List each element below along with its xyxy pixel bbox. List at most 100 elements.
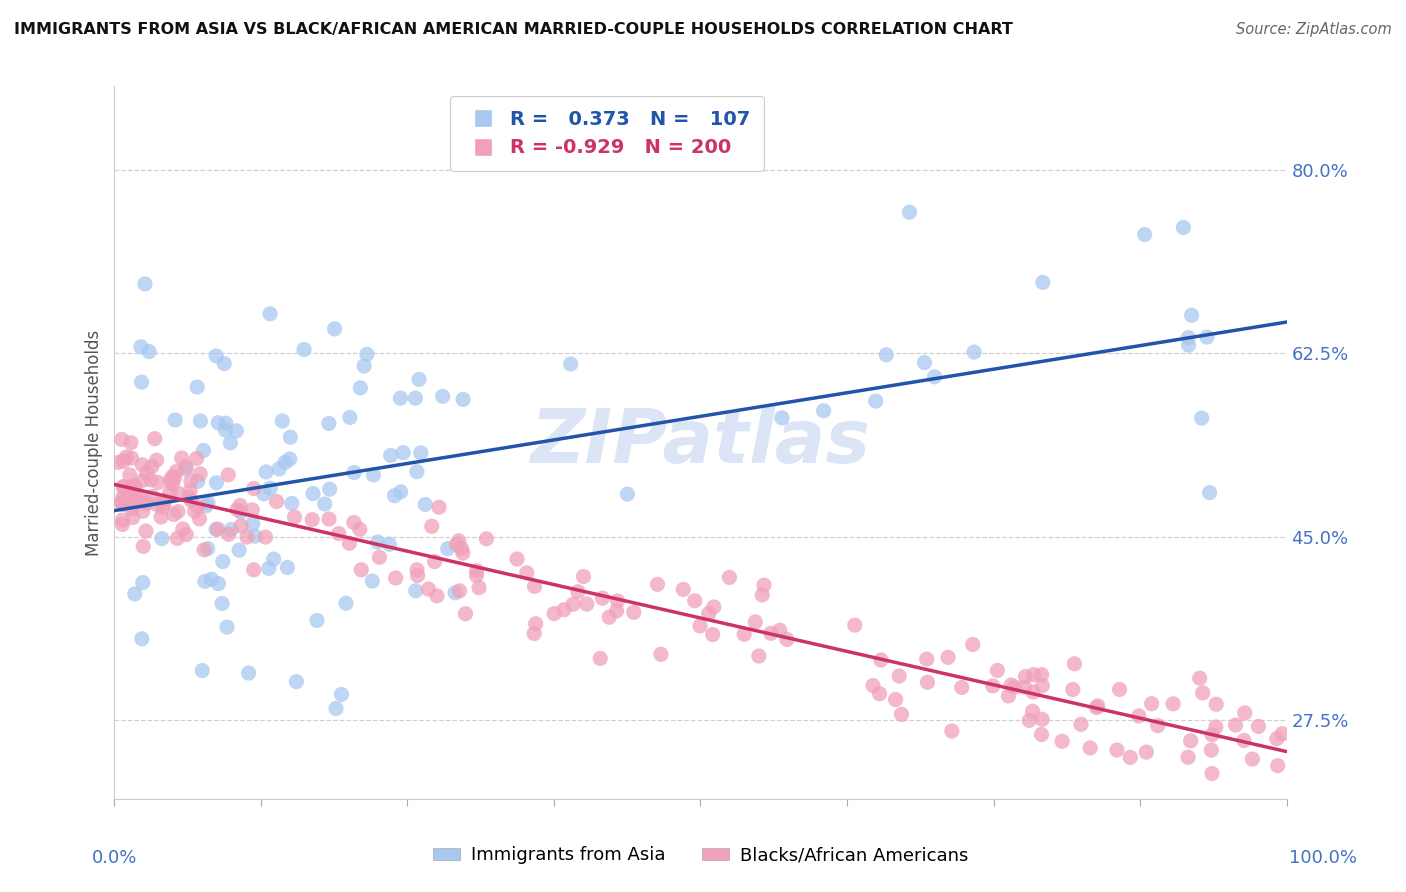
Point: [259, 307, 281, 321]
Point: [1105, 743, 1128, 757]
Point: [242, 563, 264, 577]
Point: [112, 489, 135, 503]
Point: [280, 496, 302, 510]
Point: [132, 504, 155, 518]
Point: [1233, 706, 1256, 720]
Y-axis label: Married-couple Households: Married-couple Households: [86, 329, 103, 556]
Point: [186, 451, 208, 466]
Point: [689, 619, 711, 633]
Point: [240, 503, 263, 517]
Legend: Immigrants from Asia, Blacks/African Americans: Immigrants from Asia, Blacks/African Ame…: [426, 839, 976, 871]
Text: 100.0%: 100.0%: [1289, 849, 1357, 867]
Point: [1050, 734, 1073, 748]
Point: [214, 423, 236, 437]
Point: [207, 416, 229, 430]
Point: [226, 502, 249, 516]
Point: [343, 516, 366, 530]
Point: [1063, 657, 1085, 671]
Point: [243, 482, 266, 496]
Point: [718, 570, 741, 584]
Point: [121, 488, 143, 502]
Point: [616, 487, 638, 501]
Point: [941, 724, 963, 739]
Point: [1173, 220, 1195, 235]
Point: [170, 450, 193, 465]
Point: [205, 349, 228, 363]
Point: [301, 513, 323, 527]
Point: [1205, 698, 1227, 712]
Point: [153, 497, 176, 511]
Point: [243, 529, 266, 543]
Point: [751, 588, 773, 602]
Point: [143, 432, 166, 446]
Point: [606, 594, 628, 608]
Point: [997, 689, 1019, 703]
Point: [1201, 743, 1223, 757]
Point: [242, 516, 264, 531]
Point: [1014, 680, 1036, 694]
Point: [553, 603, 575, 617]
Point: [215, 620, 238, 634]
Point: [267, 462, 290, 476]
Point: [1014, 669, 1036, 683]
Point: [172, 522, 194, 536]
Point: [135, 495, 157, 509]
Point: [392, 445, 415, 459]
Point: [936, 650, 959, 665]
Point: [174, 459, 197, 474]
Point: [368, 550, 391, 565]
Point: [1032, 276, 1054, 290]
Point: [135, 466, 157, 480]
Point: [413, 498, 436, 512]
Point: [389, 391, 412, 405]
Point: [193, 443, 215, 458]
Point: [524, 616, 547, 631]
Point: [436, 541, 458, 556]
Point: [112, 497, 135, 511]
Point: [361, 574, 384, 588]
Point: [337, 536, 360, 550]
Point: [111, 517, 134, 532]
Point: [1031, 712, 1053, 726]
Point: [124, 587, 146, 601]
Point: [135, 497, 157, 511]
Point: [598, 610, 620, 624]
Point: [465, 564, 488, 578]
Point: [134, 277, 156, 291]
Point: [506, 552, 529, 566]
Point: [1191, 686, 1213, 700]
Point: [1031, 667, 1053, 681]
Point: [141, 459, 163, 474]
Point: [132, 575, 155, 590]
Point: [302, 486, 325, 500]
Point: [107, 455, 129, 469]
Point: [111, 513, 134, 527]
Point: [950, 681, 973, 695]
Point: [367, 535, 389, 549]
Point: [153, 493, 176, 508]
Point: [1031, 679, 1053, 693]
Point: [427, 500, 450, 515]
Point: [752, 578, 775, 592]
Point: [865, 394, 887, 409]
Point: [131, 458, 153, 472]
Point: [163, 471, 186, 485]
Point: [112, 480, 135, 494]
Point: [339, 410, 361, 425]
Point: [1265, 731, 1288, 746]
Point: [408, 372, 430, 386]
Point: [844, 618, 866, 632]
Point: [253, 487, 276, 501]
Point: [454, 607, 477, 621]
Point: [1119, 750, 1142, 764]
Point: [162, 477, 184, 491]
Point: [145, 453, 167, 467]
Point: [177, 490, 200, 504]
Point: [193, 542, 215, 557]
Point: [1201, 728, 1223, 742]
Point: [917, 675, 939, 690]
Point: [1180, 734, 1202, 748]
Point: [1271, 727, 1294, 741]
Point: [697, 607, 720, 621]
Point: [159, 473, 181, 487]
